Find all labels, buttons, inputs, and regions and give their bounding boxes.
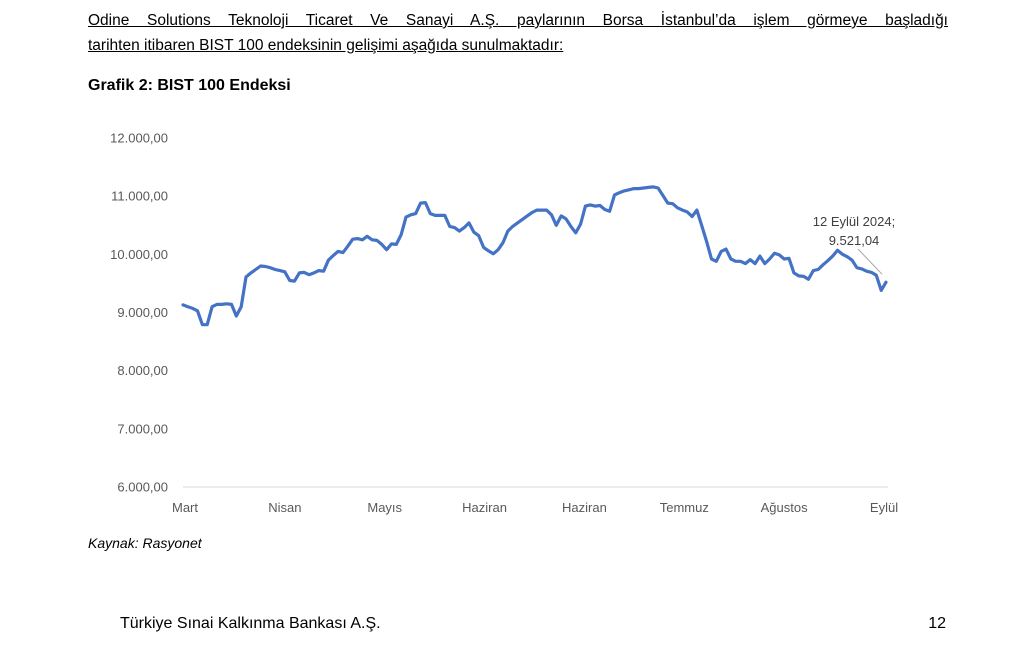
y-tick-label: 10.000,00 <box>110 247 168 262</box>
x-tick-label: Haziran <box>462 500 507 515</box>
annotation-date: 12 Eylül 2024; <box>813 214 895 229</box>
y-tick-label: 9.000,00 <box>117 305 168 320</box>
intro-line-1: Odine Solutions Teknoloji Ticaret Ve San… <box>88 12 948 29</box>
footer-bank-name: Türkiye Sınai Kalkınma Bankası A.Ş. <box>120 615 381 632</box>
x-tick-label: Nisan <box>268 500 301 515</box>
y-tick-label: 7.000,00 <box>117 421 168 436</box>
intro-paragraph: Odine Solutions Teknoloji Ticaret Ve San… <box>88 8 948 58</box>
intro-line-2: tarihten itibaren BIST 100 endeksinin ge… <box>88 37 564 54</box>
y-tick-label: 8.000,00 <box>117 363 168 378</box>
bist100-chart: 6.000,00 7.000,00 8.000,00 9.000,00 10.000,0… <box>88 120 918 530</box>
page-number: 12 <box>928 615 946 632</box>
series-line-bist100 <box>181 185 888 327</box>
y-tick-label: 12.000,00 <box>110 131 168 146</box>
x-tick-label: Ağustos <box>761 500 808 515</box>
x-tick-label: Temmuz <box>660 500 709 515</box>
x-tick-label: Eylül <box>870 500 898 515</box>
annotation-leader-line <box>857 248 883 275</box>
annotation-value: 9.521,04 <box>829 233 880 248</box>
chart-heading: Grafik 2: BIST 100 Endeksi <box>88 77 291 94</box>
x-tick-label: Mayıs <box>367 500 402 515</box>
chart-svg: 6.000,00 7.000,00 8.000,00 9.000,00 10.000,0… <box>110 131 898 516</box>
x-tick-label: Mart <box>172 500 198 515</box>
x-tick-label: Haziran <box>562 500 607 515</box>
y-tick-label: 11.000,00 <box>111 189 168 204</box>
source-note: Kaynak: Rasyonet <box>88 535 202 551</box>
y-tick-label: 6.000,00 <box>117 480 168 495</box>
